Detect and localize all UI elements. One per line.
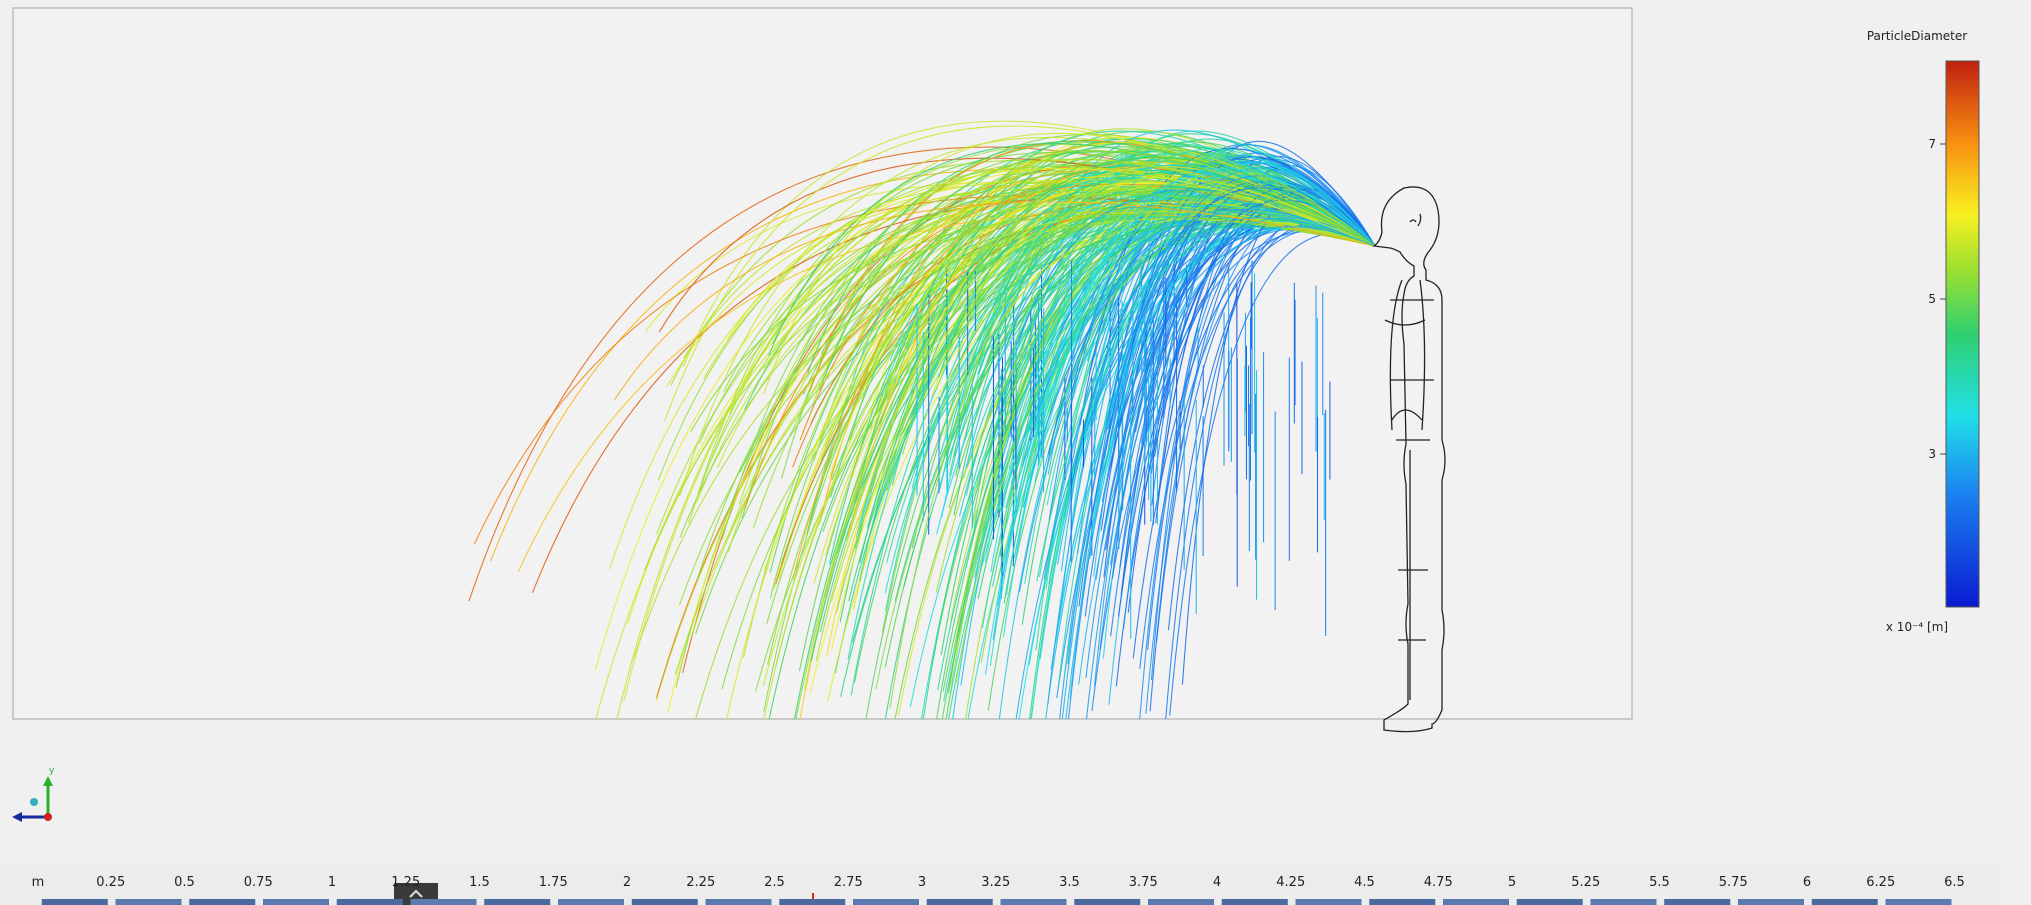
ruler-segment bbox=[632, 899, 698, 905]
ruler-label: 1.75 bbox=[539, 875, 568, 890]
ruler-segment bbox=[42, 899, 108, 905]
ruler-segment bbox=[1812, 899, 1878, 905]
ruler-label: 0.75 bbox=[244, 875, 273, 890]
ruler-segment bbox=[779, 899, 845, 905]
colorbar-tick-label: 7 bbox=[1928, 137, 1936, 151]
simulation-window: ParticleDiameter 7 5 3 x 10⁻⁴ [m] y m 0.25… bbox=[0, 0, 2031, 905]
ruler-segment bbox=[1001, 899, 1067, 905]
ruler-segment bbox=[1074, 899, 1140, 905]
ruler-segment bbox=[1886, 899, 1952, 905]
ruler-label: 5.75 bbox=[1719, 875, 1748, 890]
ruler-segment bbox=[1222, 899, 1288, 905]
ruler-label: 5 bbox=[1508, 875, 1516, 890]
ruler-label: 0.25 bbox=[96, 875, 125, 890]
ruler-segment bbox=[1148, 899, 1214, 905]
ruler-label: 4.5 bbox=[1354, 875, 1375, 890]
ruler-segment bbox=[1591, 899, 1657, 905]
ruler-label: 2.75 bbox=[834, 875, 863, 890]
ruler-label: 1.5 bbox=[469, 875, 490, 890]
ruler-segment bbox=[116, 899, 182, 905]
ruler-unit: m bbox=[32, 875, 45, 890]
ruler-label: 1 bbox=[328, 875, 336, 890]
colorbar-title: ParticleDiameter bbox=[1867, 29, 1967, 43]
ruler-segment bbox=[1369, 899, 1435, 905]
ruler-segment bbox=[263, 899, 329, 905]
ruler-label: 4.25 bbox=[1276, 875, 1305, 890]
ruler-label: 2 bbox=[623, 875, 631, 890]
ruler-segment bbox=[411, 899, 477, 905]
colorbar-scale bbox=[1946, 61, 1979, 607]
ruler-label: 6 bbox=[1803, 875, 1811, 890]
ruler-label: 6.5 bbox=[1944, 875, 1965, 890]
ruler-segment bbox=[1664, 899, 1730, 905]
colorbar-tick-label: 5 bbox=[1928, 292, 1936, 306]
ruler-label: 3 bbox=[918, 875, 926, 890]
ruler-label: 5.25 bbox=[1571, 875, 1600, 890]
ruler-segment bbox=[927, 899, 993, 905]
ruler-label: 6.25 bbox=[1866, 875, 1895, 890]
ruler-segment bbox=[558, 899, 624, 905]
ruler-segment bbox=[853, 899, 919, 905]
ruler-label: 0.5 bbox=[174, 875, 195, 890]
ruler-label: 2.5 bbox=[764, 875, 785, 890]
ruler-segment bbox=[1738, 899, 1804, 905]
ruler-segment bbox=[1296, 899, 1362, 905]
ruler-label: 3.25 bbox=[981, 875, 1010, 890]
ruler-segment bbox=[706, 899, 772, 905]
colorbar-unit: x 10⁻⁴ [m] bbox=[1886, 620, 1948, 634]
ruler-segment bbox=[484, 899, 550, 905]
ruler-label: 1.25 bbox=[391, 875, 420, 890]
ruler-label: 4.75 bbox=[1424, 875, 1453, 890]
ruler-label: 2.25 bbox=[686, 875, 715, 890]
ruler-label: 4 bbox=[1213, 875, 1221, 890]
ruler-label: 5.5 bbox=[1649, 875, 1670, 890]
ruler-label: 3.75 bbox=[1129, 875, 1158, 890]
colorbar-tick-label: 3 bbox=[1928, 447, 1936, 461]
triad-label: y bbox=[49, 766, 55, 776]
ruler-segment bbox=[337, 899, 403, 905]
ruler-label: 3.5 bbox=[1059, 875, 1080, 890]
ruler: m 0.25 0.5 0.75 1 1.25 1.5 1.75 2 2.25 2.5 2.75 3 3.… bbox=[0, 865, 2000, 905]
ruler-segment bbox=[1443, 899, 1509, 905]
ruler-segment bbox=[1517, 899, 1583, 905]
ruler-segment bbox=[189, 899, 255, 905]
